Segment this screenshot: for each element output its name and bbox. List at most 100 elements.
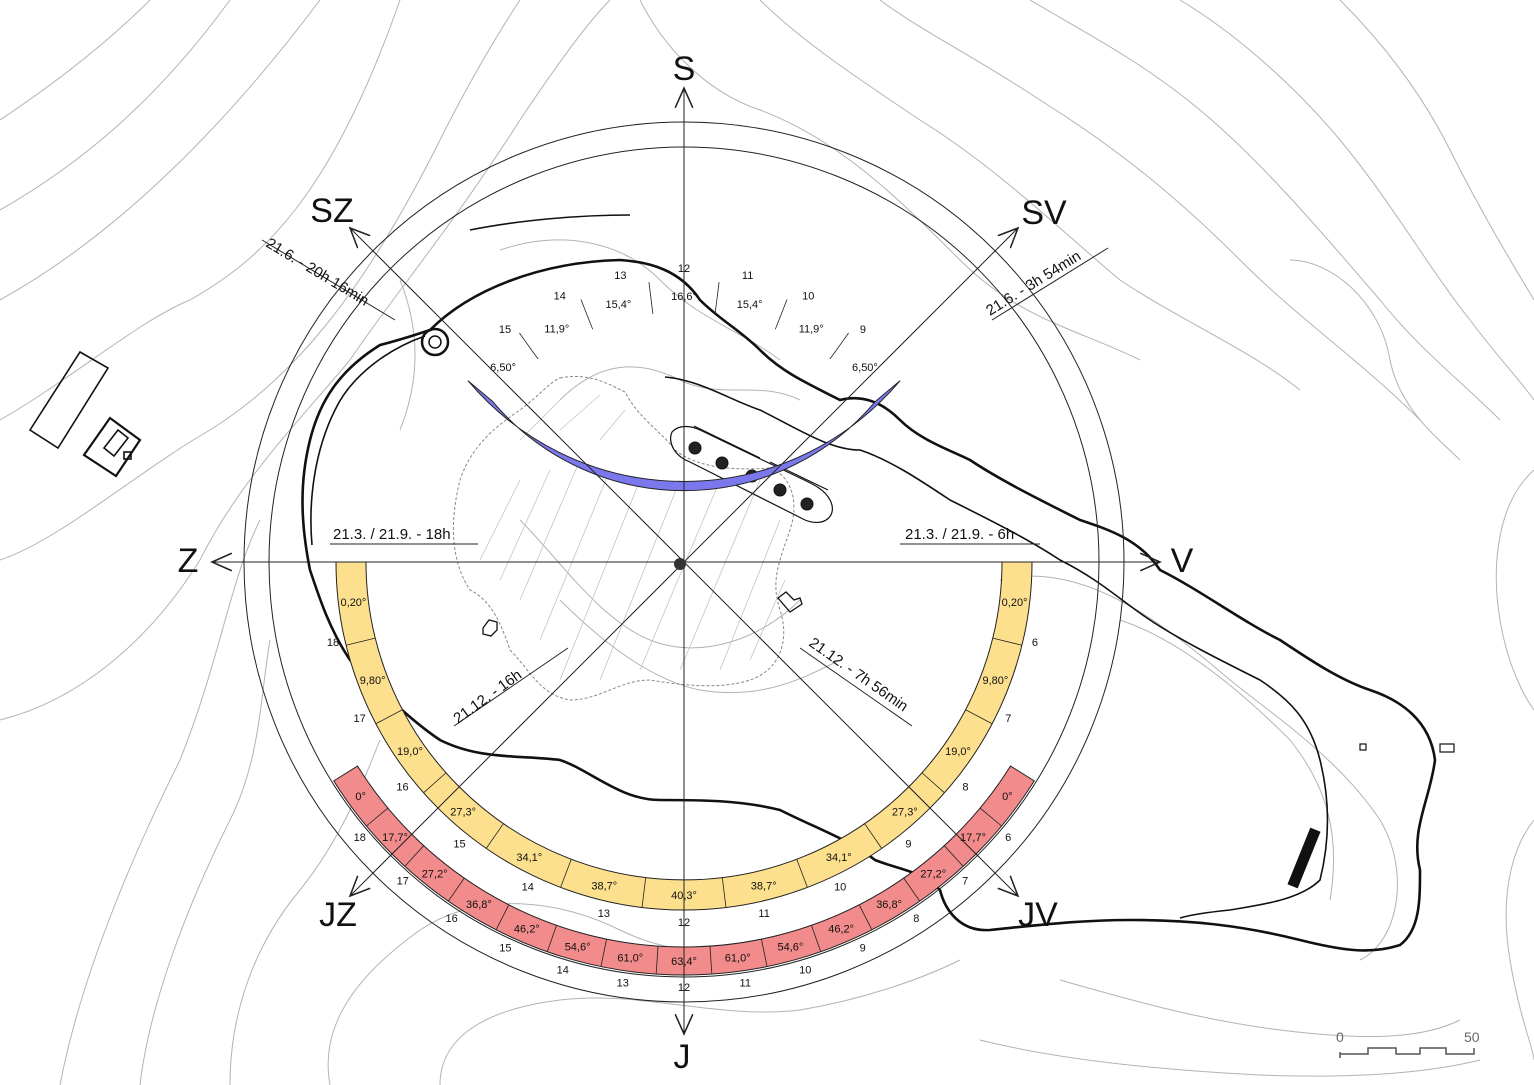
elevation-label-summer: 61,0° — [617, 952, 643, 964]
annotation-summer-sunrise: 21.6. - 3h 54min — [983, 248, 1084, 320]
band-divider — [648, 282, 654, 314]
elevation-label-winter: 11,9° — [544, 323, 569, 335]
compass-axis-7 — [350, 561, 685, 896]
structures — [420, 327, 1455, 889]
sun-path-winter: 6,50°11,9°15,4°16,6°15,4°11,9°6,50°15141… — [467, 263, 901, 492]
hour-label-summer: 9 — [860, 943, 866, 955]
hour-label-equinox: 17 — [354, 713, 366, 725]
center-marker — [674, 558, 686, 570]
hour-label-summer: 6 — [1005, 832, 1011, 844]
hour-label-equinox: 9 — [905, 838, 911, 850]
elevation-label-summer: 0° — [1002, 791, 1013, 803]
band-divider — [546, 925, 557, 952]
band-divider — [829, 332, 849, 360]
direction-label-east: V — [1171, 542, 1194, 580]
compass-axes — [212, 88, 1160, 1034]
band-divider — [979, 807, 1002, 827]
elevation-label-winter: 15,4° — [605, 299, 631, 311]
band-divider — [346, 637, 376, 646]
annotation-equinox-sunrise: 21.3. / 21.9. - 6h — [905, 526, 1014, 543]
band-divider — [965, 709, 993, 725]
sun-path-summer: 0°17,7°27,2°36,8°46,2°54,6°61,0° 63,4° 61,… — [333, 765, 1035, 994]
band-divider — [903, 877, 921, 902]
elevation-label-equinox: 0,20° — [1002, 597, 1028, 609]
band-divider — [495, 904, 510, 930]
elevation-label-summer: 36,8° — [466, 899, 492, 911]
elevation-label-winter: 6,50° — [490, 362, 516, 374]
elevation-label-equinox: 19,0° — [945, 746, 971, 758]
elevation-label-equinox: 34,1° — [516, 852, 542, 864]
sun-path-bands: 0°17,7°27,2°36,8°46,2°54,6°61,0° 63,4° 61,… — [327, 263, 1038, 994]
elevation-label-summer: 46,2° — [828, 924, 854, 936]
hour-label-winter: 14 — [554, 291, 566, 303]
band-divider — [519, 332, 539, 360]
sun-path-equinox: 0,20°9,80°19,0°27,3°34,1°38,7°40,3°38,7°… — [327, 561, 1038, 929]
hour-label-summer: 8 — [913, 913, 919, 925]
band-divider — [600, 939, 607, 967]
elevation-label-summer: 61,0° — [725, 952, 751, 964]
band-divider — [375, 709, 403, 725]
elevation-label-summer: 27,2° — [422, 869, 448, 881]
hour-label-equinox: 16 — [396, 781, 408, 793]
band-divider — [366, 807, 389, 827]
hour-label-summer: 15 — [499, 943, 511, 955]
hour-label-winter: 10 — [802, 291, 814, 303]
band-divider — [423, 772, 447, 794]
hour-label-winter: 11 — [742, 270, 753, 282]
elevation-label-summer: 17,7° — [960, 832, 986, 844]
elevation-label-summer: 54,6° — [777, 942, 803, 954]
hour-label-equinox: 10 — [834, 881, 846, 893]
band-divider — [580, 299, 594, 330]
scale-bar: 0 50 — [1336, 1029, 1480, 1058]
direction-label-southwest: JZ — [319, 896, 357, 934]
sun-path-band-summer — [333, 765, 1035, 976]
direction-label-northeast: SV — [1021, 194, 1067, 232]
elevation-label-summer: 54,6° — [565, 942, 591, 954]
elevation-label-winter: 11,9° — [799, 323, 824, 335]
hour-label-summer: 7 — [962, 876, 968, 888]
hour-label-winter: 9 — [860, 324, 866, 336]
hour-label-equinox: 6 — [1032, 637, 1038, 649]
compass-axis-6 — [683, 561, 1018, 896]
band-divider — [655, 946, 659, 975]
direction-label-northwest: SZ — [310, 192, 353, 230]
band-divider — [858, 904, 873, 930]
hour-label-equinox: 15 — [453, 838, 465, 850]
hour-label-summer: 10 — [799, 964, 811, 976]
hour-label-equinox: 14 — [522, 881, 534, 893]
annotation-winter-sunrise: 21.12. - 7h 56min — [806, 634, 911, 715]
elevation-label-summer: 36,8° — [876, 899, 902, 911]
band-divider — [992, 637, 1022, 646]
band-divider — [485, 823, 504, 849]
band-divider — [447, 877, 465, 902]
hour-label-equinox: 18 — [327, 637, 339, 649]
elevation-label-equinox: 27,3° — [892, 806, 918, 818]
direction-label-west: Z — [178, 542, 199, 580]
scale-bar-end: 50 — [1464, 1029, 1480, 1045]
direction-label-south: J — [674, 1038, 691, 1076]
band-divider — [560, 859, 572, 888]
band-divider — [811, 925, 822, 952]
hour-label-equinox: 7 — [1005, 713, 1011, 725]
building-outlines — [28, 350, 142, 478]
elevation-label-equinox: 19,0° — [397, 746, 423, 758]
elevation-label-equinox: 0,20° — [341, 597, 367, 609]
hour-label-summer: 11 — [740, 978, 751, 990]
elevation-label-winter: 6,50° — [852, 362, 878, 374]
hour-label-summer: 14 — [557, 964, 569, 976]
hour-label-winter: 15 — [499, 324, 511, 336]
elevation-label-equinox: 27,3° — [450, 806, 476, 818]
annotation-equinox-sunset: 21.3. / 21.9. - 18h — [333, 526, 451, 543]
elevation-label-equinox: 9,80° — [982, 675, 1008, 687]
compass-axis-4 — [683, 228, 1018, 563]
band-divider — [921, 772, 945, 794]
elevation-label-equinox: 38,7° — [591, 880, 617, 892]
band-divider — [943, 845, 964, 867]
elevation-label-summer: 27,2° — [920, 869, 946, 881]
band-divider — [796, 859, 808, 888]
hour-label-summer: 18 — [354, 832, 366, 844]
sun-path-band-winter — [467, 380, 901, 492]
hour-label-equinox: 8 — [962, 781, 968, 793]
